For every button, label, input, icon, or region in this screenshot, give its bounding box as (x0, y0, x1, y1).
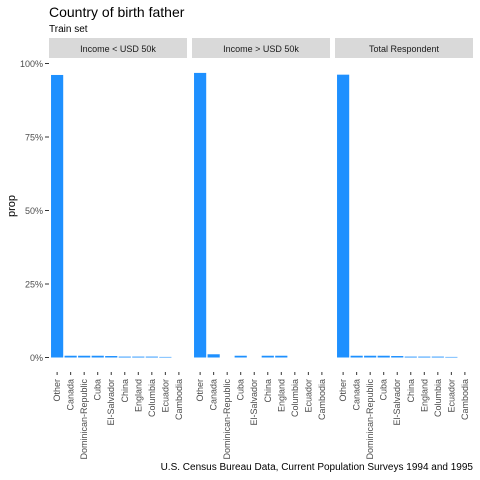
x-tick-label: Cambodia (174, 379, 184, 420)
x-tick-label: El-Salvador (249, 379, 259, 426)
bar (364, 355, 377, 358)
y-tick-label: 50% (25, 206, 43, 216)
x-tick-label: Other (195, 379, 205, 402)
bar (64, 355, 77, 358)
x-tick-label: Dominican-Republic (222, 379, 232, 460)
facet-strip (192, 38, 330, 58)
x-tick-label: China (120, 379, 130, 403)
x-tick-label: Columbia (290, 379, 300, 417)
x-tick-label: Columbia (147, 379, 157, 417)
x-tick-label: China (263, 379, 273, 403)
y-tick-label: 25% (25, 280, 43, 290)
bar (234, 355, 247, 358)
bar (261, 355, 274, 358)
y-tick-label: 0% (30, 353, 43, 363)
facet-label: Income > USD 50k (223, 44, 299, 54)
x-tick-label: Dominican-Republic (365, 379, 375, 460)
bar (51, 74, 64, 358)
facet-strip (49, 38, 187, 58)
bar (350, 355, 363, 358)
x-tick-label: Cambodia (317, 379, 327, 420)
bar (404, 356, 417, 358)
x-tick-label: Ecuador (160, 379, 170, 413)
x-tick-label: Ecuador (446, 379, 456, 413)
bar (145, 356, 158, 358)
x-tick-label: Columbia (433, 379, 443, 417)
x-tick-label: England (133, 379, 143, 412)
x-tick-label: Canada (352, 379, 362, 411)
bar (207, 354, 220, 358)
x-tick-label: Dominican-Republic (79, 379, 89, 460)
x-tick-label: Ecuador (303, 379, 313, 413)
x-tick-label: China (406, 379, 416, 403)
bar (418, 356, 431, 358)
x-tick-label: Other (338, 379, 348, 402)
x-tick-label: Canada (209, 379, 219, 411)
bar (91, 355, 104, 358)
x-tick-label: El-Salvador (106, 379, 116, 426)
bar (391, 356, 404, 358)
x-tick-label: England (276, 379, 286, 412)
bar (445, 356, 458, 358)
x-tick-label: England (419, 379, 429, 412)
bar (431, 356, 444, 358)
y-tick-label: 100% (20, 59, 43, 69)
bar (377, 355, 390, 358)
chart-caption: U.S. Census Bureau Data, Current Populat… (160, 462, 473, 473)
facet-strip (335, 38, 473, 58)
x-tick-label: Cuba (379, 379, 389, 401)
bar (132, 356, 145, 358)
chart-title: Country of birth father (49, 4, 185, 20)
bar (275, 355, 288, 358)
bar (337, 74, 350, 358)
facet-label: Income < USD 50k (80, 44, 156, 54)
bar (78, 355, 91, 358)
x-tick-label: Canada (66, 379, 76, 411)
y-tick-label: 75% (25, 133, 43, 143)
chart-subtitle: Train set (49, 24, 88, 35)
x-tick-label: Cuba (93, 379, 103, 401)
facet-label: Total Respondent (369, 44, 440, 54)
x-tick-label: El-Salvador (392, 379, 402, 426)
x-tick-label: Cuba (236, 379, 246, 401)
x-tick-label: Cambodia (460, 379, 470, 420)
x-tick-label: Other (52, 379, 62, 402)
bar (194, 72, 207, 358)
bar (105, 356, 118, 358)
bar (159, 356, 172, 358)
bar (118, 356, 131, 358)
